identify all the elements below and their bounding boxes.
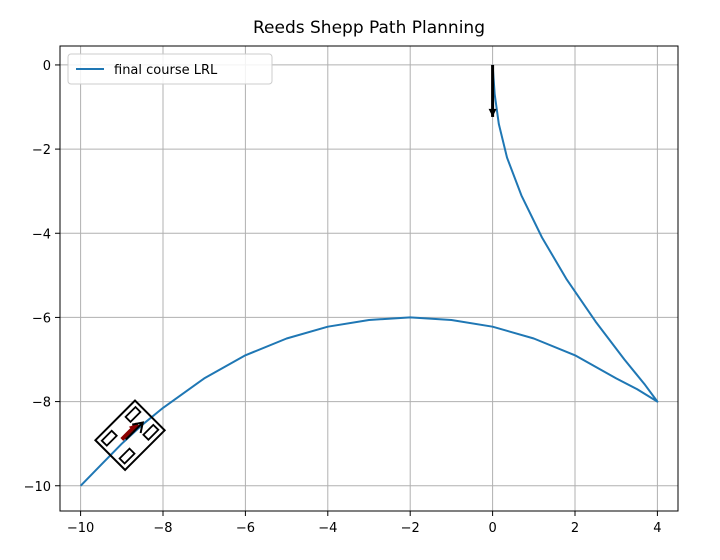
goal-pose-arrow-head xyxy=(128,423,138,433)
y-tick-label: −10 xyxy=(24,480,51,495)
start-pose-arrow-head xyxy=(488,108,497,117)
series-layer xyxy=(79,64,659,487)
legend-box xyxy=(67,53,273,85)
series-line-0 xyxy=(79,64,659,487)
vehicle-wheel-3 xyxy=(100,429,118,447)
x-tick-label: −8 xyxy=(153,521,172,536)
x-tick-label: 0 xyxy=(488,521,496,536)
axes-frame xyxy=(59,45,679,512)
legend: final course LRL xyxy=(67,53,273,85)
y-tick-label: −6 xyxy=(32,311,51,326)
y-tick-label: 0 xyxy=(43,59,51,74)
vehicle-wheel-1 xyxy=(124,405,142,424)
legend-label-0: final course LRL xyxy=(114,63,218,78)
tick-labels: −10 −8 −6 −4 −2 0 2 4 0 −2 −4 −6 −8 −10 xyxy=(24,59,662,536)
vehicle-wheel-2 xyxy=(118,447,136,465)
x-tick-label: −2 xyxy=(401,521,420,536)
y-tick-label: −2 xyxy=(32,143,51,158)
x-tick-label: −4 xyxy=(318,521,337,536)
x-tick-label: 4 xyxy=(653,521,661,536)
y-tick-label: −4 xyxy=(32,227,51,242)
x-tick-label: −6 xyxy=(236,521,255,536)
pose-layer xyxy=(93,64,497,472)
grid xyxy=(60,46,678,511)
vehicle-wheel-0 xyxy=(142,423,160,441)
vehicle-heading-line xyxy=(125,421,144,441)
x-tick-label: −10 xyxy=(67,521,94,536)
y-tick-label: −8 xyxy=(32,396,51,411)
vehicle-body xyxy=(93,399,167,472)
tick-marks xyxy=(55,64,658,516)
chart-title: Reeds Shepp Path Planning xyxy=(253,18,485,38)
x-tick-label: 2 xyxy=(571,521,579,536)
